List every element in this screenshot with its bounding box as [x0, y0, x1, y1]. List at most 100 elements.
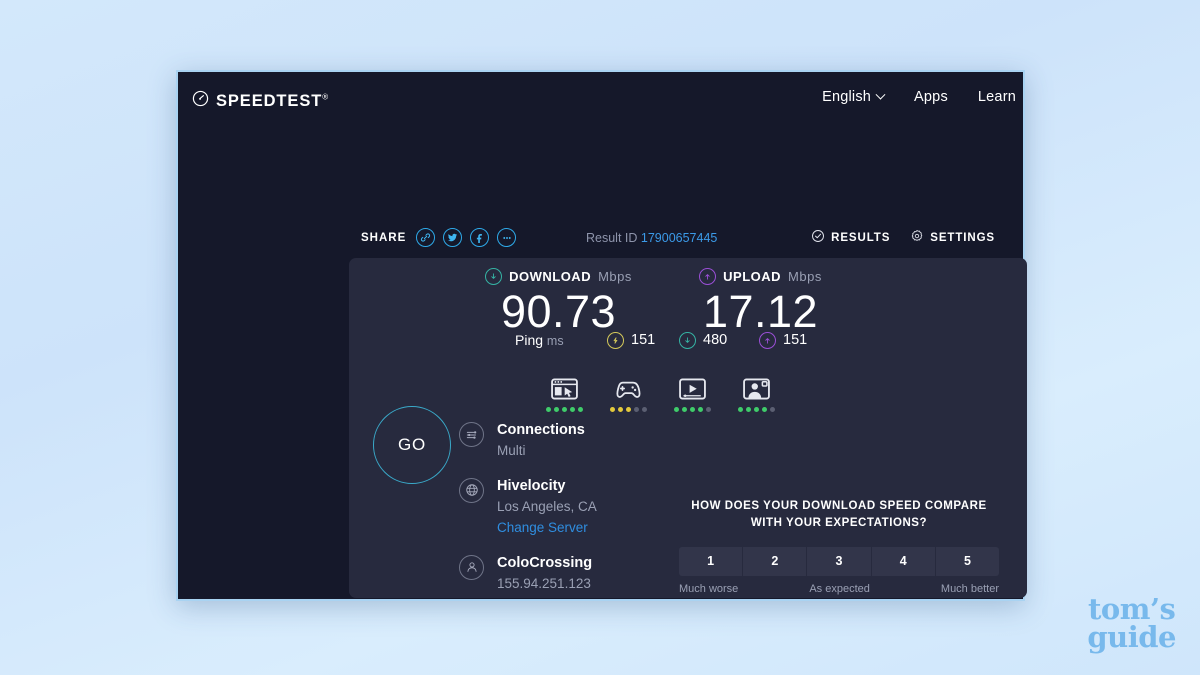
connection-info: Connections Multi Hivelocity Los Angeles… — [459, 420, 729, 609]
survey-option-3[interactable]: 3 — [807, 546, 872, 576]
results-label: RESULTS — [831, 231, 891, 244]
person-icon — [459, 554, 484, 580]
ping-idle-value: 151 — [631, 332, 656, 348]
connections-title: Connections — [497, 422, 585, 438]
logo-trademark: ® — [322, 92, 330, 101]
video-chat-icon — [737, 375, 775, 403]
upload-latency-icon — [759, 331, 776, 349]
browsing-rating-dots — [545, 407, 583, 412]
logo-text: SPEEDTEST — [216, 91, 323, 110]
toms-guide-watermark: tom’s guide — [1087, 591, 1176, 654]
share-label: SHARE — [361, 231, 407, 244]
info-row-isp[interactable]: ColoCrossing 155.94.251.123 — [459, 553, 729, 595]
video-chat-rating-dots — [737, 407, 775, 412]
info-row-connections[interactable]: Connections Multi — [459, 420, 729, 462]
survey-option-2[interactable]: 2 — [743, 546, 808, 576]
result-card: DOWNLOAD Mbps 90.73 UPLOAD Mbps 17.12 — [349, 258, 1027, 598]
ping-idle: 151 — [607, 331, 656, 349]
idle-latency-icon — [607, 331, 624, 349]
server-location: Los Angeles, CA — [497, 498, 597, 514]
gear-icon — [910, 229, 924, 246]
survey-scale-labels: Much worse As expected Much better — [679, 583, 999, 595]
ping-download-value: 480 — [703, 332, 728, 348]
ping-unit: ms — [546, 334, 564, 348]
watermark-line2: guide — [1087, 619, 1176, 654]
download-readout: DOWNLOAD Mbps 90.73 — [441, 268, 676, 338]
ping-label-group: Ping ms — [515, 332, 564, 348]
share-group: SHARE — [361, 228, 517, 247]
activity-video-chat[interactable] — [737, 375, 775, 412]
activity-browsing[interactable] — [545, 375, 583, 412]
survey-option-4[interactable]: 4 — [871, 546, 936, 576]
info-row-server[interactable]: Hivelocity Los Angeles, CA Change Server — [459, 476, 729, 539]
upload-arrow-icon — [699, 268, 717, 285]
nav-apps-label: Apps — [914, 89, 948, 105]
isp-ip-address: 155.94.251.123 — [497, 575, 591, 591]
ping-label: Ping — [515, 332, 544, 348]
nav-apps[interactable]: Apps — [914, 89, 948, 105]
survey-label-high: Much better — [940, 582, 999, 595]
download-arrow-icon — [485, 268, 503, 285]
download-title: DOWNLOAD — [509, 269, 592, 284]
change-server-link[interactable]: Change Server — [497, 519, 588, 535]
go-button-label: GO — [397, 435, 427, 454]
nav-language-selector[interactable]: English — [822, 89, 886, 105]
top-navigation: SPEEDTEST® English Apps Learn — [178, 72, 1023, 130]
settings-button[interactable]: SETTINGS — [910, 229, 995, 246]
download-latency-icon — [679, 331, 696, 349]
ping-upload-value: 151 — [783, 332, 808, 348]
globe-icon — [459, 477, 484, 503]
upload-readout: UPLOAD Mbps 17.12 — [643, 268, 878, 338]
survey-label-mid: As expected — [809, 582, 870, 595]
check-circle-icon — [811, 229, 825, 246]
facebook-icon[interactable] — [470, 228, 490, 247]
isp-name: ColoCrossing — [497, 554, 593, 571]
link-icon[interactable] — [416, 228, 436, 247]
gaming-rating-dots — [609, 407, 647, 412]
nav-learn[interactable]: Learn — [978, 89, 1016, 105]
survey-question-line1: HOW DOES YOUR DOWNLOAD SPEED COMPARE — [691, 500, 987, 512]
upload-title: UPLOAD — [723, 269, 782, 284]
result-id: Result ID 17900657445 — [586, 231, 717, 245]
watermark-line1: tom’s — [1088, 591, 1176, 626]
gaming-icon — [609, 375, 647, 403]
survey-question-line2: WITH YOUR EXPECTATIONS? — [750, 517, 928, 530]
twitter-icon[interactable] — [443, 228, 463, 247]
connections-value: Multi — [497, 443, 526, 459]
speedtest-logo[interactable]: SPEEDTEST® — [192, 90, 329, 112]
survey-rating-scale: 1 2 3 4 5 — [679, 546, 1000, 576]
nav-links: English Apps Learn — [822, 89, 1016, 105]
server-name: Hivelocity — [497, 477, 566, 494]
nav-learn-label: Learn — [977, 89, 1016, 105]
chevron-down-icon — [875, 89, 886, 100]
survey-option-1[interactable]: 1 — [679, 546, 744, 576]
result-id-value[interactable]: 17900657445 — [640, 231, 718, 245]
ellipsis-icon[interactable] — [497, 228, 517, 247]
upload-value: 17.12 — [702, 286, 819, 337]
result-toolbar: SHARE — [178, 228, 1023, 256]
result-id-label: Result ID — [586, 231, 638, 245]
results-button[interactable]: RESULTS — [811, 229, 890, 246]
video-streaming-icon — [673, 375, 711, 403]
browsing-icon — [545, 375, 583, 403]
connections-icon — [459, 422, 484, 447]
activity-video-streaming[interactable] — [673, 375, 711, 412]
go-button[interactable]: GO — [373, 406, 451, 484]
survey-option-5[interactable]: 5 — [935, 546, 1000, 576]
video-streaming-rating-dots — [673, 407, 711, 412]
survey-label-low: Much worse — [679, 582, 739, 595]
nav-language-label: English — [822, 89, 872, 105]
upload-unit: Mbps — [788, 269, 822, 284]
speedometer-icon — [192, 90, 209, 112]
ping-upload: 151 — [759, 331, 808, 349]
activity-ratings — [545, 375, 775, 412]
speedtest-window: SPEEDTEST® English Apps Learn SHARE — [176, 70, 1027, 601]
ping-download: 480 — [679, 331, 728, 349]
results-settings-group: RESULTS SETTINGS — [811, 229, 995, 246]
activity-gaming[interactable] — [609, 375, 647, 412]
download-unit: Mbps — [598, 269, 632, 284]
survey-question: HOW DOES YOUR DOWNLOAD SPEED COMPARE WIT… — [679, 498, 999, 533]
expectation-survey: HOW DOES YOUR DOWNLOAD SPEED COMPARE WIT… — [679, 498, 1000, 595]
download-value: 90.73 — [500, 286, 617, 337]
settings-label: SETTINGS — [930, 231, 995, 244]
